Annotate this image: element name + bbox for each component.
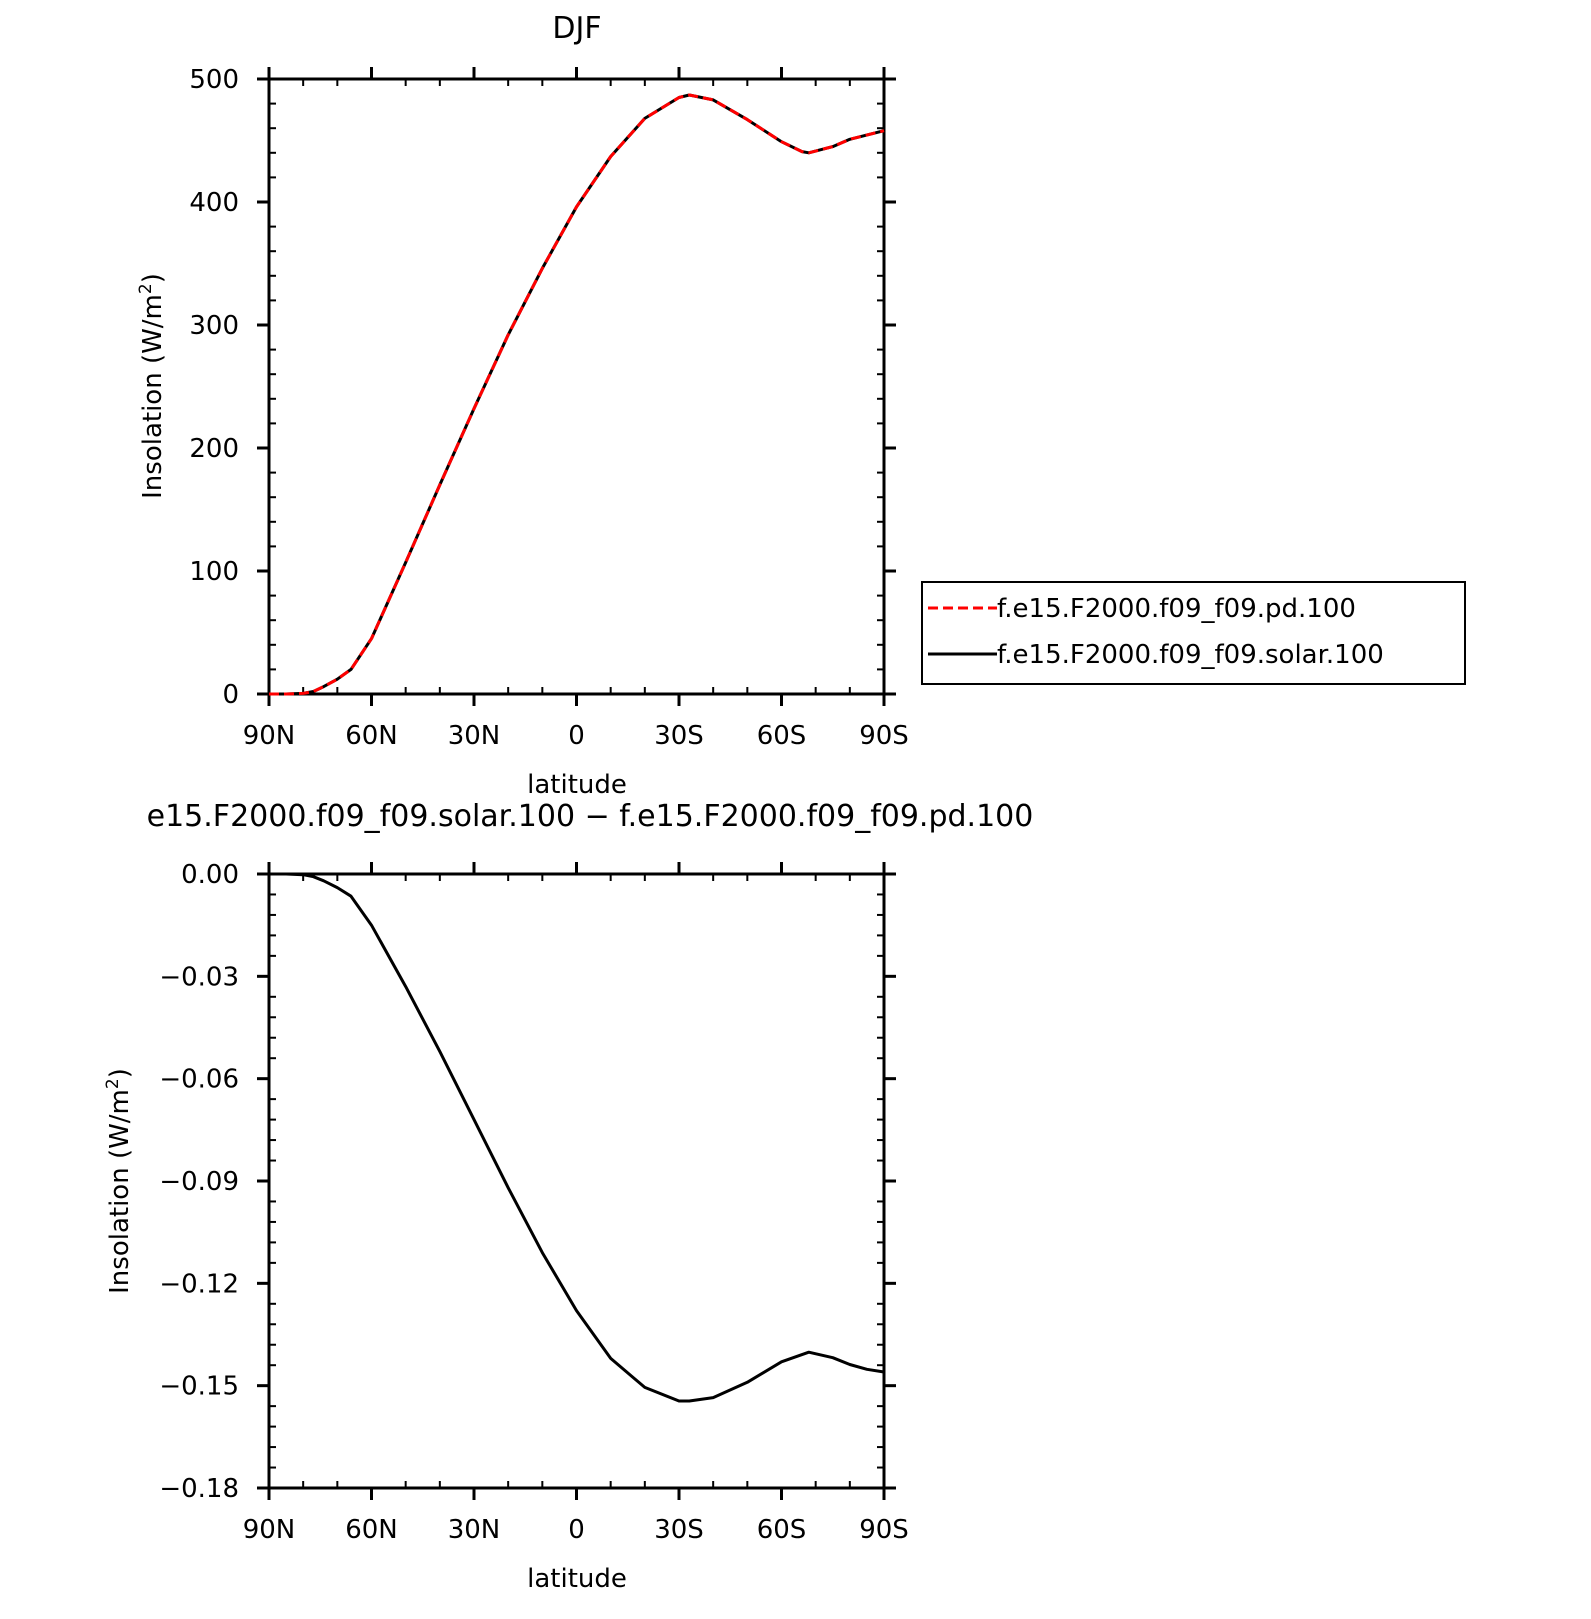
top-xaxis-label: latitude: [527, 770, 627, 800]
top-series-line-1: [269, 93, 885, 696]
top-xtick-labels: 90N 60N 30N 0 30S 60S 90S: [243, 721, 909, 751]
top-ytick-labels: 0 100 200 300 400 500: [189, 65, 239, 710]
top-ticks: [257, 67, 896, 706]
top-series: [269, 93, 885, 696]
bottom-yaxis-label: Insolation (W/m2): [103, 1068, 135, 1294]
top-ytick-label: 500: [189, 65, 239, 95]
bottom-xtick-label: 60S: [757, 1515, 807, 1545]
bottom-xtick-label: 90N: [243, 1515, 296, 1545]
bottom-ytick-labels: 0.00 −0.03 −0.06 −0.09 −0.12 −0.15 −0.18: [159, 860, 239, 1504]
bottom-xtick-label: 30S: [654, 1515, 704, 1545]
bottom-xtick-label: 0: [568, 1515, 585, 1545]
bottom-series: [269, 872, 885, 1403]
bottom-series-line-0: [269, 872, 885, 1403]
top-series-line-0: [269, 93, 885, 696]
bottom-ticks: [257, 862, 896, 1500]
bottom-ytick-label: −0.06: [159, 1065, 239, 1095]
top-xtick-label: 60S: [757, 721, 807, 751]
bottom-xtick-label: 60N: [345, 1515, 398, 1545]
bottom-ytick-label: 0.00: [181, 860, 239, 890]
top-xtick-label: 30S: [654, 721, 704, 751]
top-plot-frame: [267, 77, 886, 696]
top-xtick-label: 30N: [448, 721, 501, 751]
bottom-ytick-label: −0.09: [159, 1167, 239, 1197]
top-chart-title: DJF: [552, 11, 601, 46]
top-ytick-label: 200: [189, 434, 239, 464]
bottom-plot-frame: [267, 872, 886, 1490]
bottom-chart-title: e15.F2000.f09_f09.solar.100 − f.e15.F200…: [147, 799, 1034, 834]
bottom-ytick-label: −0.12: [159, 1269, 239, 1299]
bottom-xaxis-label: latitude: [527, 1564, 627, 1594]
top-ytick-label: 0: [222, 680, 239, 710]
top-ytick-label: 100: [189, 557, 239, 587]
bottom-panel: e15.F2000.f09_f09.solar.100 − f.e15.F200…: [103, 799, 1033, 1594]
bottom-ytick-label: −0.18: [159, 1474, 239, 1504]
top-xtick-label: 90N: [243, 721, 296, 751]
legend-label-solar: f.e15.F2000.f09_f09.solar.100: [997, 640, 1384, 670]
top-xtick-label: 0: [568, 721, 585, 751]
top-xtick-label: 60N: [345, 721, 398, 751]
top-panel: DJF 90N 60N 30N 0 30S 60S 90S 0 100 200 300 400 500…: [136, 11, 1466, 800]
top-yaxis-label: Insolation (W/m2): [136, 273, 168, 499]
bottom-ytick-label: −0.15: [159, 1372, 239, 1402]
bottom-xtick-labels: 90N 60N 30N 0 30S 60S 90S: [243, 1515, 909, 1545]
top-ytick-label: 400: [189, 188, 239, 218]
top-xtick-label: 90S: [859, 721, 909, 751]
legend-box: [921, 581, 1466, 685]
top-ytick-label: 300: [189, 311, 239, 341]
bottom-ytick-label: −0.03: [159, 962, 239, 992]
bottom-xtick-label: 30N: [448, 1515, 501, 1545]
legend-label-pd: f.e15.F2000.f09_f09.pd.100: [997, 594, 1356, 624]
legend: f.e15.F2000.f09_f09.pd.100 f.e15.F2000.f…: [921, 581, 1466, 685]
bottom-xtick-label: 90S: [859, 1515, 909, 1545]
